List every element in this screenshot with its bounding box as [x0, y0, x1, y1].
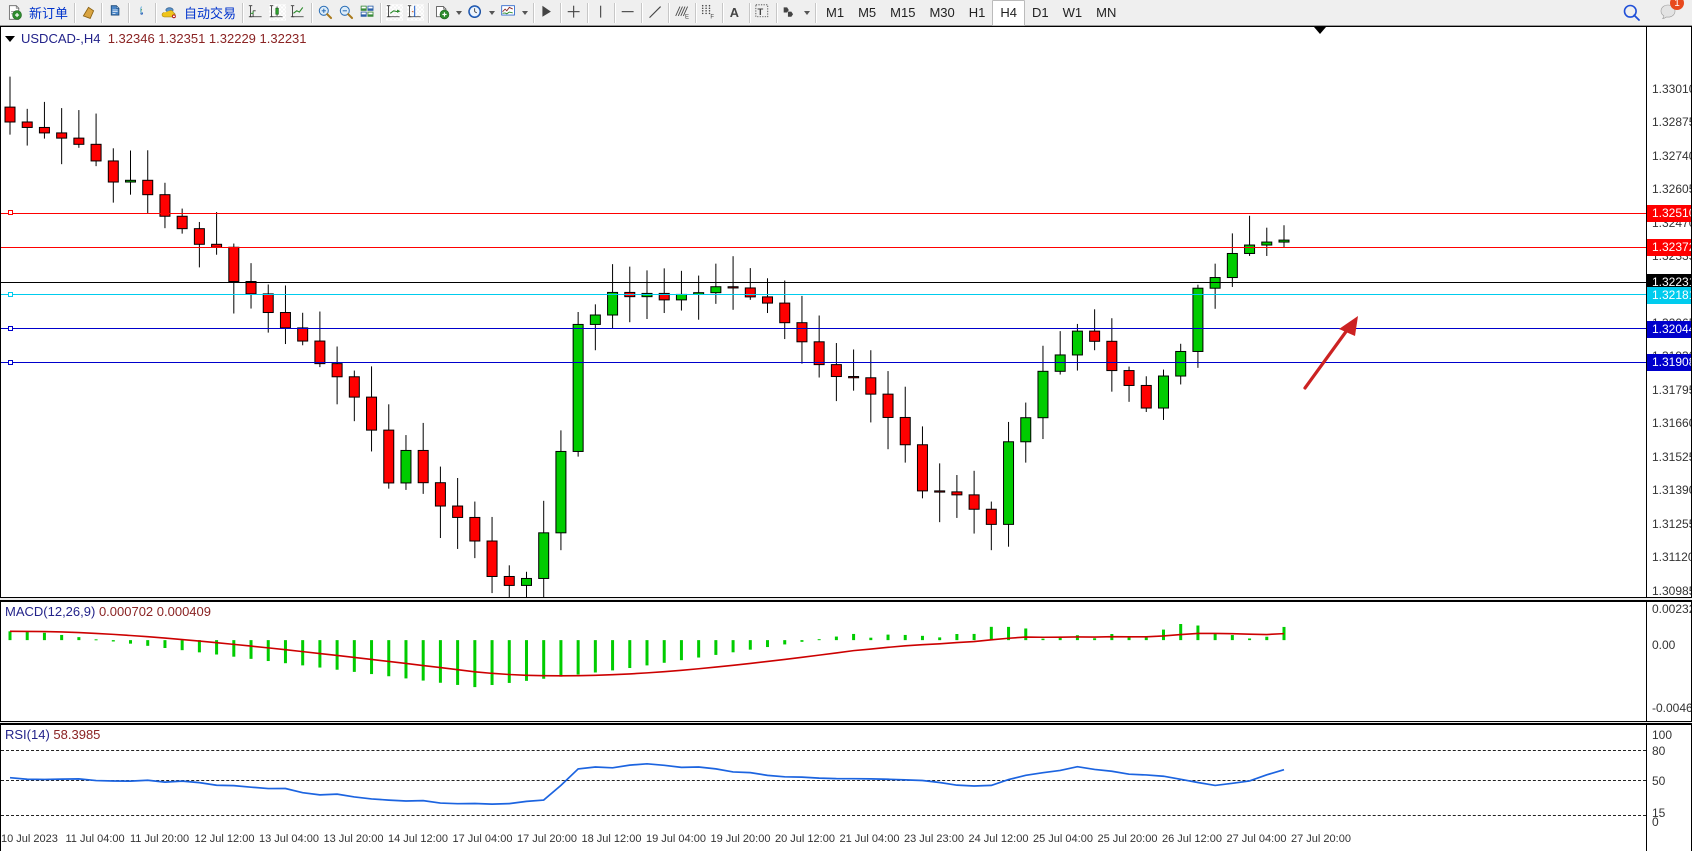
svg-text:E: E [685, 14, 689, 20]
svg-text:A: A [730, 5, 739, 20]
svg-text:T: T [758, 7, 764, 17]
svg-text:F: F [710, 14, 714, 20]
